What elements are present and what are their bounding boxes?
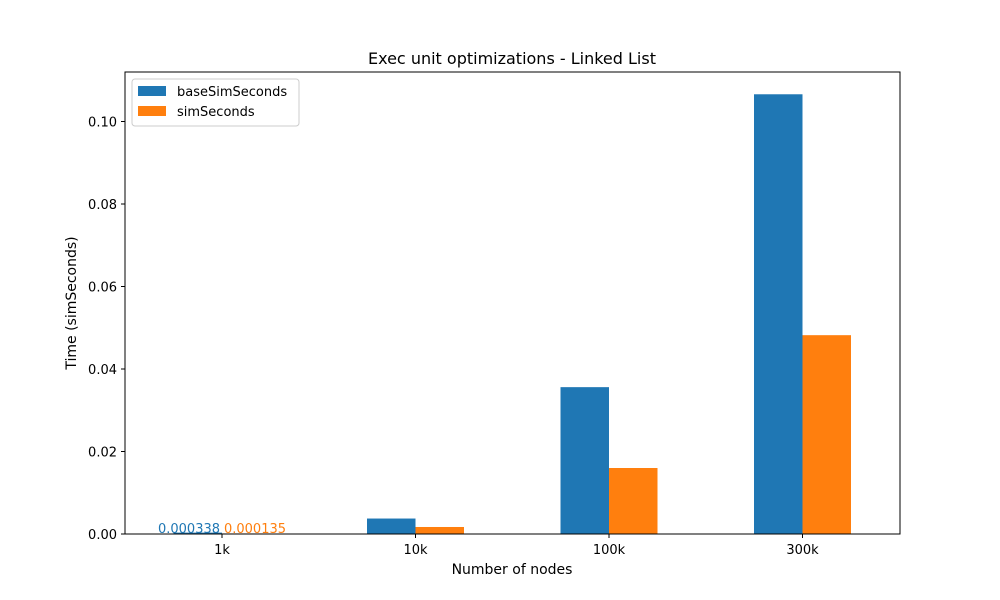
bar-simSeconds-10k	[415, 526, 464, 534]
bar-baseSimSeconds-1k	[173, 532, 222, 534]
y-axis: 0.00 0.02 0.04 0.06 0.08 0.10	[88, 116, 125, 543]
x-tick-label: 300k	[786, 543, 819, 558]
y-tick-label: 0.10	[88, 116, 117, 131]
bar-baseSimSeconds-300k	[754, 94, 803, 535]
data-label: 0.000135	[224, 522, 286, 537]
data-label: 0.000338	[158, 522, 220, 537]
plot-frame	[124, 71, 901, 535]
legend-label: baseSimSeconds	[177, 85, 287, 100]
bars-group	[173, 94, 851, 535]
x-axis: 1k 10k 100k 300k	[214, 534, 819, 558]
y-tick-label: 0.08	[88, 198, 117, 213]
x-tick-label: 1k	[214, 543, 230, 558]
bar-simSeconds-100k	[609, 468, 658, 534]
data-labels-group: 0.000338 0.000135	[158, 522, 286, 537]
y-axis-label: Time (simSeconds)	[64, 236, 80, 370]
y-tick-label: 0.00	[88, 528, 117, 543]
x-tick-label: 10k	[403, 543, 428, 558]
legend-label: simSeconds	[177, 105, 255, 120]
legend-box	[131, 78, 300, 127]
legend-swatch	[138, 106, 166, 116]
y-tick-label: 0.02	[88, 446, 117, 461]
bar-baseSimSeconds-100k	[560, 387, 609, 534]
x-tick-label: 100k	[593, 543, 626, 558]
y-tick-label: 0.06	[88, 281, 117, 296]
chart-title: Exec unit optimizations - Linked List	[368, 49, 656, 68]
y-tick-label: 0.04	[88, 363, 117, 378]
legend-swatch	[138, 86, 166, 96]
x-axis-label: Number of nodes	[452, 562, 573, 578]
legend: baseSimSeconds simSeconds	[131, 78, 300, 127]
bar-simSeconds-300k	[802, 335, 851, 534]
bar-baseSimSeconds-10k	[367, 518, 416, 534]
